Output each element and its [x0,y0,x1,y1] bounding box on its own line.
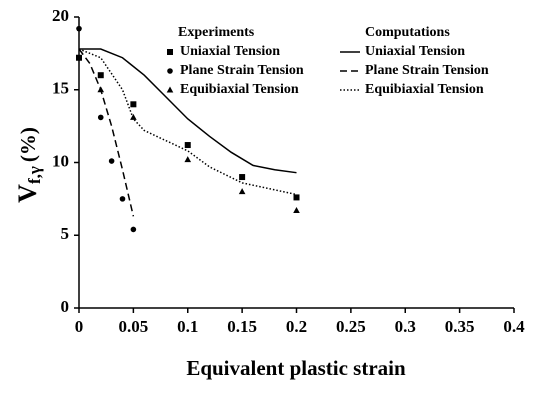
legend-label: Uniaxial Tension [180,44,280,59]
legend-title: Experiments [178,25,255,40]
x-tick-label: 0 [75,317,84,336]
x-tick-label: 0.1 [177,317,198,336]
x-tick-label: 0.05 [119,317,149,336]
marker [76,54,82,61]
y-tick-label: 20 [52,6,69,25]
marker [167,49,173,55]
legend-title: Computations [365,25,450,40]
marker [119,196,126,202]
marker [293,207,300,214]
curve [78,48,135,217]
x-tick-label: 0.3 [395,317,416,336]
y-tick-label: 0 [61,297,70,316]
marker [238,188,246,195]
marker [130,226,137,233]
x-tick-label: 0.25 [336,317,366,336]
marker [166,86,174,93]
x-axis-label: Equivalent plastic strain [186,356,406,380]
legend-label: Equibiaxial Tension [180,82,299,97]
marker [97,72,104,79]
marker [97,114,104,121]
legend-label: Uniaxial Tension [365,44,465,59]
y-axis-label: Vf,γ (%) [13,127,44,203]
marker [293,194,300,201]
x-tick-label: 0.2 [286,317,307,336]
marker [239,174,246,181]
marker [108,158,115,164]
y-tick-label: 5 [61,224,70,243]
marker [167,68,173,74]
y-label-unit: (%) [16,127,40,162]
x-tick-label: 0.35 [445,317,475,336]
y-label-main: V [13,184,42,203]
curve [79,48,297,174]
y-tick-label: 10 [52,151,69,170]
marker [76,25,82,32]
marker [130,101,137,108]
y-tick-label: 15 [52,79,69,98]
y-label-sub: f,γ [25,166,44,184]
legend-label: Equibiaxial Tension [365,82,484,97]
x-tick-label: 0.15 [227,317,257,336]
legend-label: Plane Strain Tension [365,63,489,78]
curve [78,48,297,196]
marker [184,156,192,163]
marker [184,142,191,149]
legend-label: Plane Strain Tension [180,63,304,78]
x-tick-label: 0.4 [503,317,525,336]
